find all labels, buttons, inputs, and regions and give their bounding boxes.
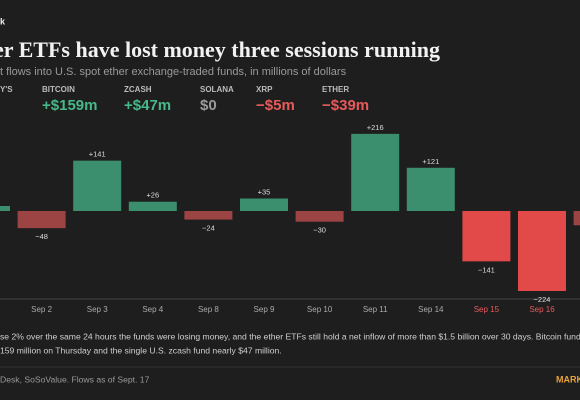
x-tick-label: Sep 11: [363, 305, 388, 314]
stat-label: SOLANA: [200, 85, 234, 94]
bar: [573, 211, 580, 226]
x-tick-label: Sep 14: [418, 305, 444, 314]
x-tick-label: Sep 3: [87, 305, 108, 314]
x-tick-label: Sep 10: [307, 305, 333, 314]
note-line: 159 million on Thursday and the single U…: [0, 345, 282, 355]
bar: [518, 211, 566, 291]
bar: [73, 160, 122, 211]
value-label: +141: [89, 150, 106, 159]
stat-value: −$39m: [322, 97, 369, 114]
stat-value: −$5m: [256, 97, 295, 114]
value-label: +35: [258, 187, 271, 196]
value-label: −48: [35, 232, 48, 241]
x-tick-label: Sep 15: [474, 305, 500, 314]
value-label: −224: [534, 295, 551, 304]
chart-title: er ETFs have lost money three sessions r…: [0, 37, 440, 62]
x-tick-label: Sep 9: [254, 305, 275, 314]
stat-label: ETHER: [322, 85, 349, 94]
x-tick-label: Sep 2: [31, 305, 52, 314]
value-label: +26: [146, 191, 159, 200]
stat-label: Y'S: [0, 85, 13, 94]
bar: [128, 201, 177, 211]
bar: [240, 198, 288, 211]
value-label: +216: [367, 123, 384, 132]
bar: [0, 206, 10, 211]
bar: [295, 211, 344, 222]
logo: MARK: [556, 374, 580, 384]
note-line: se 2% over the same 24 hours the funds w…: [0, 331, 580, 341]
stat-value: +$47m: [124, 97, 171, 114]
bar: [462, 211, 511, 262]
brand: k: [0, 16, 6, 26]
stat-label: ZCASH: [124, 85, 152, 94]
chart-subtitle: t flows into U.S. spot ether exchange-tr…: [0, 66, 347, 78]
stat-value: +$159m: [42, 97, 97, 114]
value-label: −30: [313, 226, 326, 235]
x-tick-label: Sep 16: [529, 305, 555, 314]
bar: [17, 211, 66, 229]
source: Desk, SoSoValue. Flows as of Sept. 17: [0, 374, 150, 384]
bar: [351, 133, 400, 211]
value-label: −24: [202, 224, 215, 233]
stat-label: BITCOIN: [42, 85, 75, 94]
bar: [184, 211, 233, 220]
x-tick-label: Sep 4: [142, 305, 163, 314]
x-tick-label: Sep 8: [198, 305, 219, 314]
value-label: −141: [478, 265, 495, 274]
value-label: +121: [422, 157, 439, 166]
bar: [406, 167, 455, 211]
stat-label: XRP: [256, 85, 273, 94]
stat-value: $0: [200, 97, 217, 114]
